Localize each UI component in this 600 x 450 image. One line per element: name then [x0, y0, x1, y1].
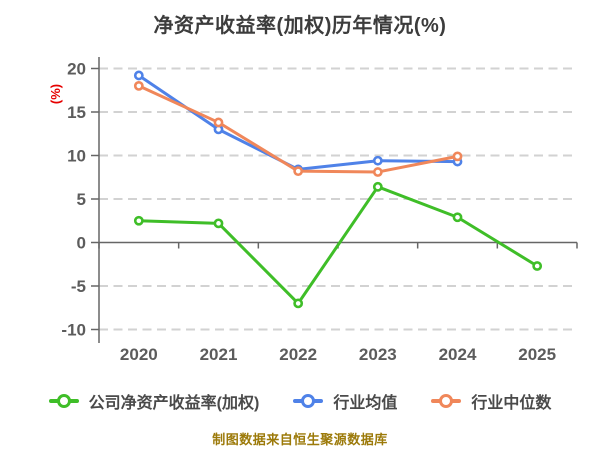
series-industry-median-marker[interactable] — [213, 117, 224, 128]
series-industry-median-line — [137, 84, 459, 174]
series-company-roe-weighted-marker[interactable] — [293, 298, 304, 309]
series-company-roe-weighted-marker[interactable] — [133, 215, 144, 226]
y-tick-label: 5 — [77, 190, 86, 209]
chart-legend: 公司净资产收益率(加权) 行业均值 行业中位数 — [0, 389, 600, 413]
series-industry-median-marker[interactable] — [293, 166, 304, 177]
x-tick-label: 2024 — [439, 345, 477, 364]
x-tick-label: 2021 — [200, 345, 238, 364]
legend-line-marker-icon — [431, 394, 462, 408]
series-industry-median-marker[interactable] — [452, 151, 463, 162]
legend-item-industry-mean[interactable]: 行业均值 — [293, 389, 397, 413]
y-tick-label: 15 — [67, 103, 86, 122]
y-tick-label: -5 — [71, 277, 86, 296]
series-company-roe-weighted-line — [137, 185, 539, 305]
series-company-roe-weighted-marker[interactable] — [213, 218, 224, 229]
x-tick-label: 2023 — [359, 345, 397, 364]
y-tick-label: 0 — [77, 234, 86, 253]
roe-line-chart: 20 15 10 5 0 -5 -10 2020 2021 2022 2023 2024 2025 — [61, 57, 578, 364]
y-tick-label: 10 — [67, 147, 86, 166]
legend-dot-icon — [301, 394, 316, 408]
legend-dot-icon — [56, 394, 71, 408]
legend-dot-icon — [439, 394, 454, 408]
chart-title: 净资产收益率(加权)历年情况(%) — [153, 15, 447, 37]
series-industry-mean-marker[interactable] — [133, 70, 144, 81]
legend-label: 行业中位数 — [471, 395, 552, 412]
legend-line-marker-icon — [293, 394, 324, 408]
x-tick-label: 2022 — [279, 345, 317, 364]
series-company-roe-weighted-marker[interactable] — [532, 261, 543, 271]
series-company-roe-weighted-marker[interactable] — [372, 181, 383, 192]
legend-item-industry-median[interactable]: 行业中位数 — [431, 389, 551, 413]
series-company-roe-weighted-marker[interactable] — [452, 212, 463, 223]
x-tick-label: 2020 — [120, 345, 158, 364]
y-tick-label: -10 — [61, 321, 86, 340]
legend-label: 行业均值 — [333, 395, 398, 412]
data-source-note: 制图数据来自恒生聚源数据库 — [212, 432, 388, 447]
series-industry-mean-marker[interactable] — [372, 155, 383, 166]
legend-item-company-roe-weighted[interactable]: 公司净资产收益率(加权) — [48, 389, 260, 413]
y-tick-label: 20 — [67, 60, 86, 79]
legend-line-marker-icon — [48, 394, 79, 408]
series-industry-median-marker[interactable] — [133, 81, 144, 91]
series-industry-median-marker[interactable] — [372, 167, 383, 177]
x-tick-label: 2025 — [518, 345, 556, 364]
legend-label: 公司净资产收益率(加权) — [88, 395, 260, 412]
